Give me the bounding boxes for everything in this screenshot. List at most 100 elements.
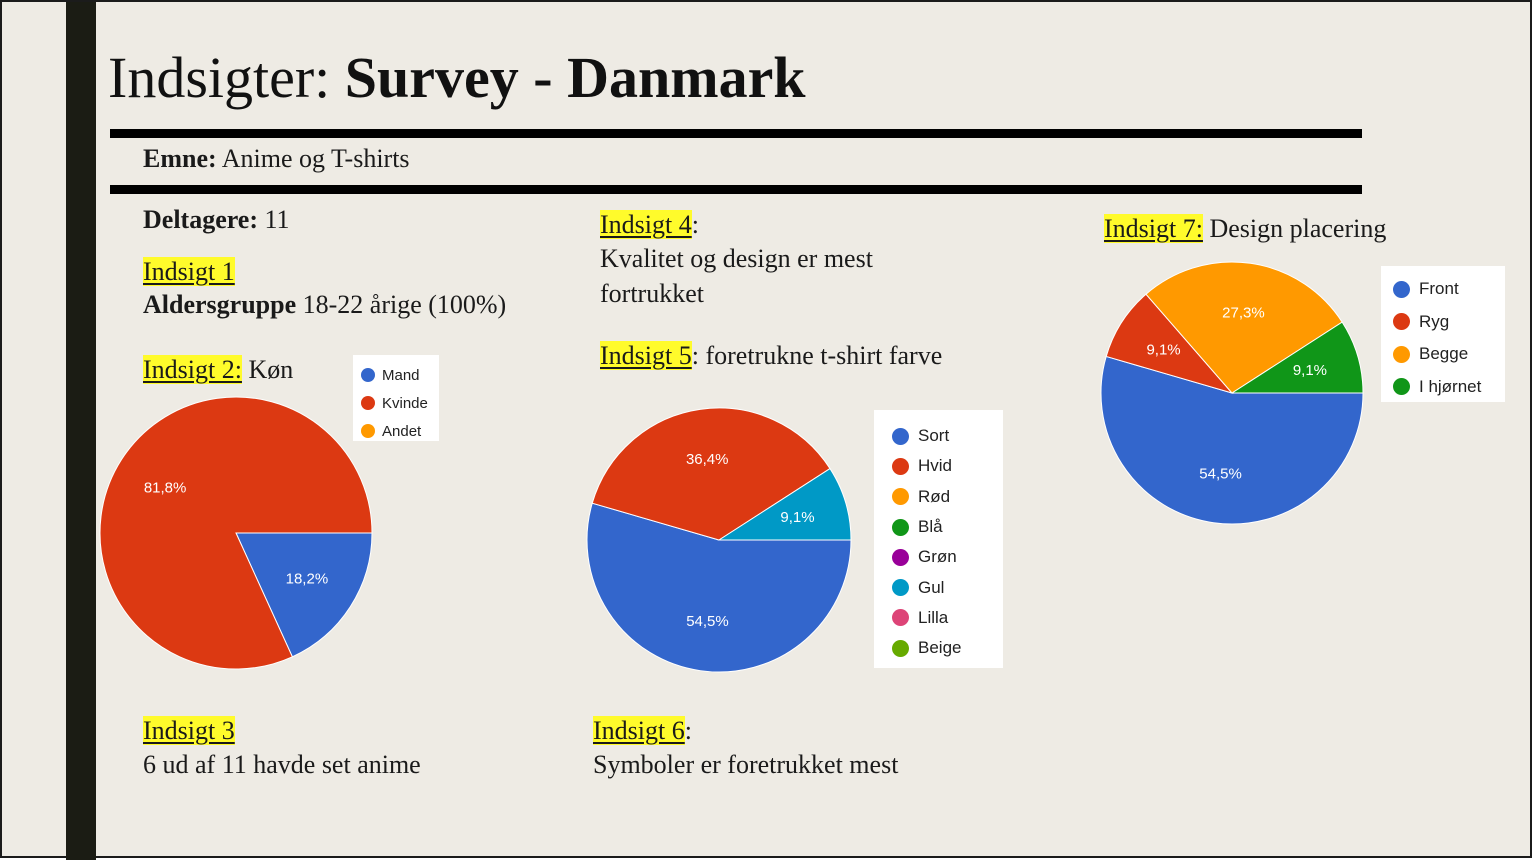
topic-label: Emne: xyxy=(143,144,217,173)
title-regular: Indsigter: xyxy=(108,45,345,110)
insight4-heading-line: Indsigt 4: xyxy=(600,208,699,242)
legend-swatch xyxy=(892,609,909,627)
legend-label: Andet xyxy=(382,422,422,440)
legend-swatch xyxy=(361,424,375,438)
insight6-heading: Indsigt 6 xyxy=(593,716,685,745)
legend-item-kvinde: Kvinde xyxy=(361,389,439,417)
insight2-text: Køn xyxy=(248,355,294,384)
insight4-line1: Kvalitet og design er mest xyxy=(600,244,873,273)
slice-label-begge: 27,3% xyxy=(1222,305,1265,322)
participants-line: Deltagere: 11 xyxy=(143,203,290,237)
slice-label-sort: 54,5% xyxy=(686,613,729,630)
gender-legend: Mand Kvinde Andet xyxy=(353,355,439,441)
insight6-suffix: : xyxy=(684,716,692,745)
legend-label: I hjørnet xyxy=(1419,376,1482,396)
slice-label-ryg: 9,1% xyxy=(1146,341,1180,358)
slice-label-gul: 9,1% xyxy=(780,509,814,526)
legend-item-beige: Beige xyxy=(892,633,1003,663)
legend-label: Gul xyxy=(918,577,945,597)
slide-title: Indsigter: Survey - Danmark xyxy=(108,42,806,114)
title-bold: Survey - Danmark xyxy=(344,45,806,110)
insight1-value: 18-22 årige (100%) xyxy=(302,290,507,319)
insight7-heading: Indsigt 7: xyxy=(1104,214,1203,243)
pie-slice-mand xyxy=(235,532,373,658)
shirt-color-pie-chart: 54,5% 36,4% 9,1% xyxy=(586,407,852,673)
insight1-line: Aldersgruppe 18-22 årige (100%) xyxy=(143,288,506,322)
insight5-line: Indsigt 5: foretrukne t-shirt farve xyxy=(600,339,942,373)
legend-label: Beige xyxy=(918,638,962,658)
participants-label: Deltagere: xyxy=(143,205,259,234)
legend-item-i-hj-rnet: I hjørnet xyxy=(1393,371,1505,404)
legend-item-r-d: Rød xyxy=(892,482,1003,512)
design-placement-legend: Front Ryg Begge I hjørnet xyxy=(1381,266,1505,402)
legend-item-mand: Mand xyxy=(361,361,439,389)
insight7-line: Indsigt 7: Design placering xyxy=(1104,212,1386,246)
legend-label: Kvinde xyxy=(382,394,428,412)
legend-swatch xyxy=(1393,313,1410,331)
bottom-rule xyxy=(110,185,1362,194)
slice-label-i-hj-rnet: 9,1% xyxy=(1293,362,1327,379)
legend-swatch xyxy=(1393,280,1410,298)
topic-line: Emne: Anime og T-shirts xyxy=(143,142,410,176)
legend-swatch xyxy=(892,457,909,475)
legend-swatch xyxy=(1393,378,1410,396)
insight5-heading: Indsigt 5 xyxy=(600,341,692,370)
legend-item-sort: Sort xyxy=(892,421,1003,451)
insight5-text: : foretrukne t-shirt farve xyxy=(691,341,943,370)
shirt-color-legend: Sort Hvid Rød Blå Grøn Gul Lilla Beige xyxy=(874,410,1003,668)
design-placement-pie-chart: 54,5% 9,1% 27,3% 9,1% xyxy=(1100,261,1364,525)
legend-label: Lilla xyxy=(918,607,949,627)
legend-item-front: Front xyxy=(1393,273,1505,306)
legend-label: Grøn xyxy=(918,547,957,567)
legend-item-gr-n: Grøn xyxy=(892,542,1003,572)
slice-label-hvid: 36,4% xyxy=(686,451,729,468)
legend-label: Blå xyxy=(918,517,943,537)
legend-item-bl: Blå xyxy=(892,512,1003,542)
topic-value: Anime og T-shirts xyxy=(221,144,410,173)
slice-label-kvinde: 81,8% xyxy=(144,479,187,496)
left-accent-bar xyxy=(66,2,96,860)
legend-item-ryg: Ryg xyxy=(1393,306,1505,339)
legend-swatch xyxy=(892,427,909,445)
legend-item-gul: Gul xyxy=(892,572,1003,602)
legend-swatch xyxy=(892,548,909,566)
legend-swatch xyxy=(1393,345,1410,363)
legend-label: Ryg xyxy=(1419,311,1450,331)
insight6-text: Symboler er foretrukket mest xyxy=(593,750,899,779)
pie-slice-sort xyxy=(586,502,852,673)
participants-value: 11 xyxy=(264,205,290,234)
insight1-heading: Indsigt 1 xyxy=(143,257,235,286)
legend-swatch xyxy=(892,579,909,597)
legend-item-andet: Andet xyxy=(361,417,439,445)
pie-slice-begge xyxy=(1145,261,1343,394)
insight3-heading: Indsigt 3 xyxy=(143,716,235,745)
pie-slice-kvinde xyxy=(99,396,373,670)
insight4-line2: fortrukket xyxy=(600,279,704,308)
legend-swatch xyxy=(892,488,909,506)
legend-swatch xyxy=(892,518,909,536)
insight4-suffix: : xyxy=(691,210,699,239)
top-rule xyxy=(110,129,1362,138)
legend-item-begge: Begge xyxy=(1393,338,1505,371)
insight4-heading: Indsigt 4 xyxy=(600,210,692,239)
legend-label: Mand xyxy=(382,366,420,384)
legend-label: Front xyxy=(1419,279,1459,299)
legend-label: Rød xyxy=(918,486,951,506)
legend-swatch xyxy=(361,396,375,410)
pie-slice-hvid xyxy=(591,407,831,541)
legend-swatch xyxy=(361,368,375,382)
legend-item-hvid: Hvid xyxy=(892,451,1003,481)
pie-slice-gul xyxy=(717,467,852,541)
insight3-text: 6 ud af 11 havde set anime xyxy=(143,750,421,779)
insight7-text: Design placering xyxy=(1209,214,1387,243)
legend-swatch xyxy=(892,639,909,657)
insight6-heading-line: Indsigt 6: xyxy=(593,714,692,748)
legend-label: Sort xyxy=(918,426,950,446)
legend-label: Begge xyxy=(1419,344,1469,364)
pie-slice-front xyxy=(1100,355,1364,525)
pie-slice-i-hj-rnet xyxy=(1230,321,1364,394)
gender-pie-chart: 18,2% 81,8% xyxy=(99,396,373,670)
slice-label-mand: 18,2% xyxy=(286,571,329,588)
insight2-line: Indsigt 2: Køn xyxy=(143,353,293,387)
